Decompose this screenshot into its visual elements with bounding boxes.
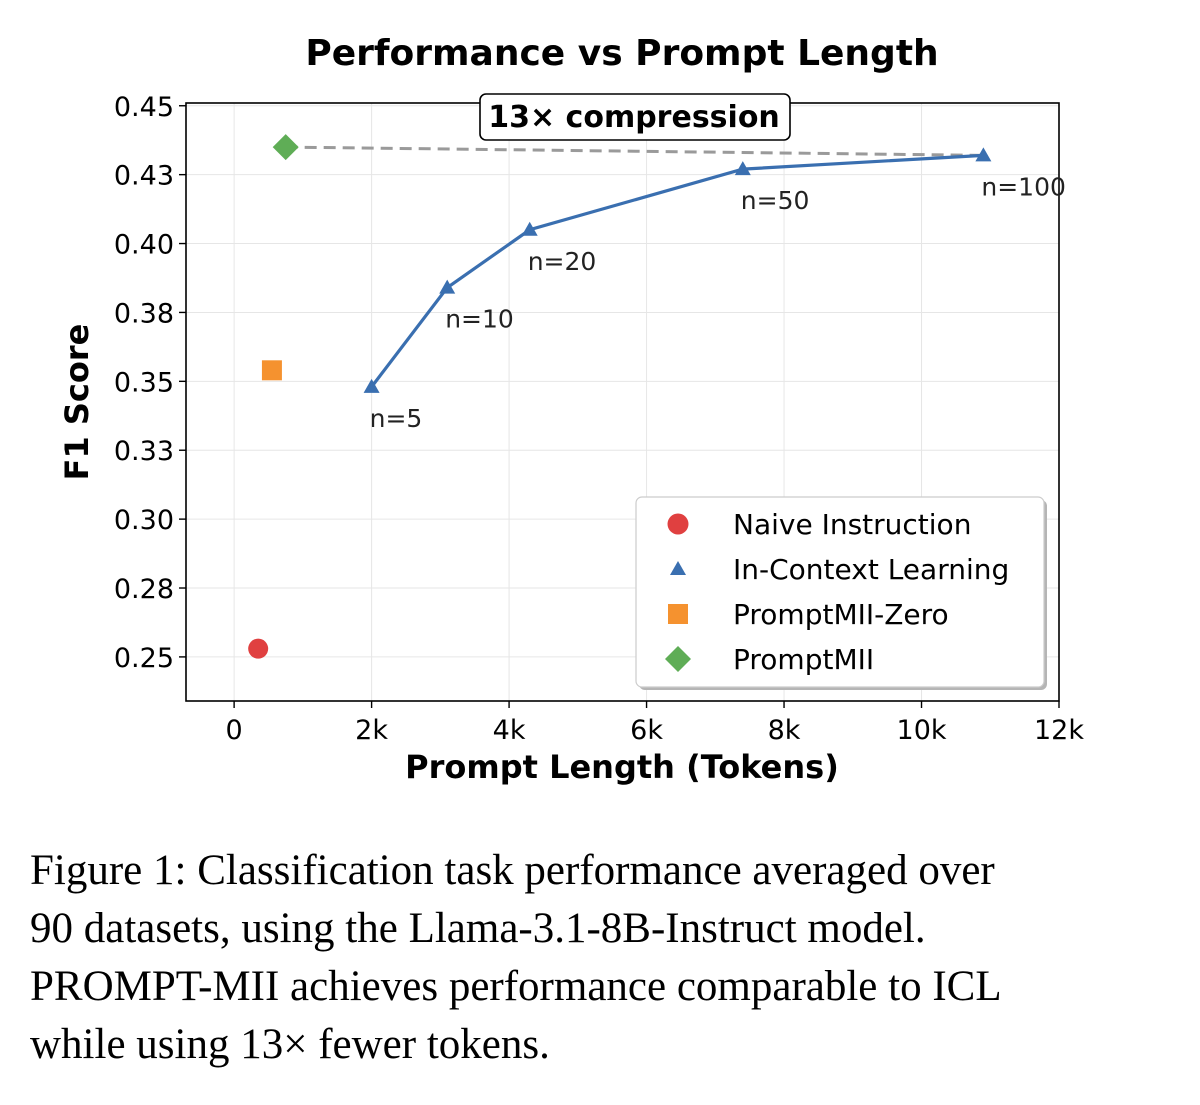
promptmii-point [272, 134, 299, 161]
y-axis-label: F1 Score [58, 324, 96, 481]
point-label: n=5 [370, 404, 423, 433]
y-tick-label: 0.28 [114, 574, 174, 605]
caption-line: 90 datasets, using the Llama-3.1-8B-Inst… [30, 905, 926, 952]
y-tick-label: 0.38 [114, 298, 174, 329]
compression-dashed-line [285, 145, 984, 157]
y-tick-label: 0.40 [114, 230, 174, 261]
y-tick-label: 0.25 [114, 643, 174, 674]
y-tick-label: 0.30 [114, 505, 174, 536]
in-context-learning-point [521, 221, 538, 236]
chart-marks: n=5 n=10 n=20 n=50 n=100 [248, 134, 1066, 659]
legend-label: Naive Instruction [733, 508, 971, 541]
caption-line: while using 13× fewer tokens. [30, 1021, 550, 1068]
chart-title: Performance vs Prompt Length [305, 33, 938, 74]
chart-grid [186, 103, 1060, 701]
legend: Naive Instruction In-Context Learning Prom… [635, 496, 1047, 690]
legend-box [635, 496, 1045, 688]
legend-label: PromptMII [733, 643, 874, 676]
y-tick-label: 0.43 [114, 161, 174, 192]
icl-series-line [370, 153, 984, 388]
y-tick-label: 0.33 [114, 436, 174, 467]
legend-label: PromptMII-Zero [733, 598, 949, 631]
annotation-box [479, 93, 791, 141]
promptmii-zero-point [261, 360, 282, 381]
legend-marker [665, 646, 691, 672]
annotation-text: 13× compression [488, 100, 780, 135]
caption-line: Figure 1: Classification task performanc… [30, 847, 995, 894]
compression-annotation: 13× compression [479, 93, 791, 141]
point-label: n=50 [741, 186, 810, 215]
x-axis-label: Prompt Length (Tokens) [405, 748, 839, 786]
x-tick-label: 4k [493, 715, 526, 746]
in-context-learning-point [975, 147, 992, 162]
figure-caption: Figure 1: Classification task performanc… [30, 842, 1124, 1074]
in-context-learning-point [734, 161, 751, 176]
point-label: n=10 [445, 305, 514, 334]
point-label: n=100 [981, 172, 1066, 201]
x-tick-label: 12k [1034, 715, 1084, 746]
in-context-learning-point [363, 378, 380, 393]
x-tick-label: 10k [897, 715, 947, 746]
legend-marker [667, 513, 689, 535]
caption-line: PROMPT-MII achieves performance comparab… [30, 963, 1002, 1010]
chart: Performance vs Prompt Length 0 2k 4k 6k 8k 10… [58, 33, 1084, 786]
x-tick-label: 2k [355, 715, 388, 746]
in-context-learning-point [439, 279, 456, 294]
axis-ticks: 0 2k 4k 6k 8k 10k 12k 0.25 0.28 0.30 0.33 0.35 0.38 0… [114, 92, 1084, 746]
x-tick-label: 8k [768, 715, 801, 746]
legend-marker [668, 604, 688, 624]
naive-instruction-point [248, 638, 269, 659]
y-tick-label: 0.45 [114, 92, 174, 123]
legend-marker [670, 561, 686, 575]
point-label: n=20 [528, 247, 597, 276]
y-tick-label: 0.35 [114, 367, 174, 398]
legend-label: In-Context Learning [733, 553, 1009, 586]
x-tick-label: 6k [630, 715, 663, 746]
x-tick-label: 0 [226, 715, 243, 746]
